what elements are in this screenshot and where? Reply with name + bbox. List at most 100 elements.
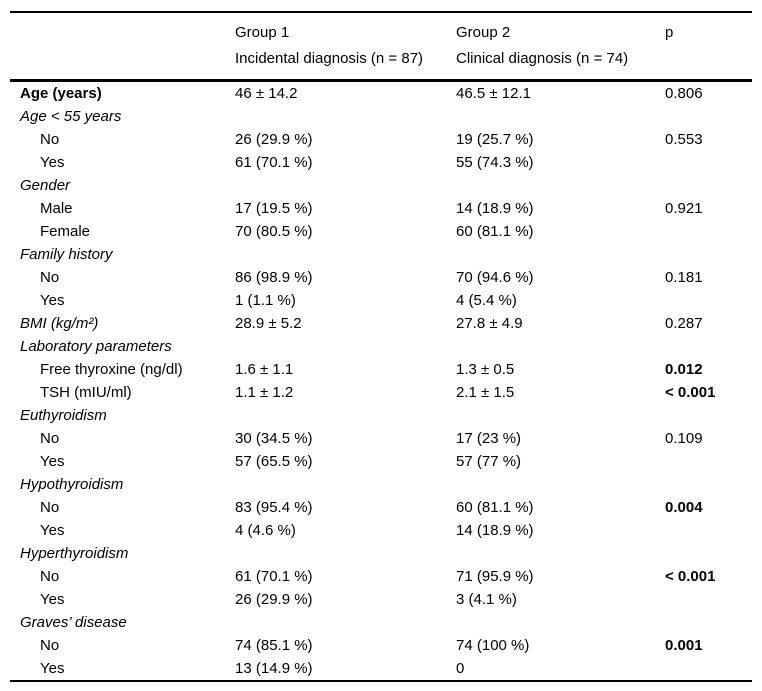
row-label-cell: Age < 55 years — [20, 108, 122, 125]
group1-value-cell: 86 (98.9 %) — [235, 269, 313, 286]
p-value-cell: < 0.001 — [665, 568, 716, 585]
p-value-cell: < 0.001 — [665, 384, 716, 401]
group1-value-cell: 74 (85.1 %) — [235, 637, 313, 654]
p-value-cell — [665, 519, 752, 542]
group1-value-cell: 70 (80.5 %) — [235, 223, 313, 240]
table-row: Hyperthyroidism — [10, 542, 752, 565]
p-value-cell — [665, 588, 752, 611]
p-value-cell — [665, 450, 752, 473]
p-value-cell — [665, 220, 752, 243]
group2-value-cell — [456, 473, 665, 496]
p-value-cell: 0.181 — [665, 269, 703, 286]
group2-value-cell: 70 (94.6 %) — [456, 269, 534, 286]
row-label-cell: Yes — [40, 591, 65, 608]
header-empty-cell — [10, 12, 235, 81]
row-label-cell: No — [40, 568, 60, 585]
group1-value-cell: 1 (1.1 %) — [235, 292, 296, 309]
row-label-cell: Age (years) — [20, 85, 102, 102]
row-label-cell: Free thyroxine (ng/dl) — [40, 361, 183, 378]
table-row: Yes 61 (70.1 %) 55 (74.3 %) — [10, 151, 752, 174]
group2-value-cell: 17 (23 %) — [456, 430, 522, 447]
row-label-cell: Gender — [20, 177, 71, 194]
group-comparison-table: Group 1 Incidental diagnosis (n = 87) Gr… — [10, 11, 752, 682]
table-row: No 83 (95.4 %) 60 (81.1 %) 0.004 — [10, 496, 752, 519]
group2-value-cell — [456, 611, 665, 634]
group2-value-cell — [456, 105, 665, 128]
p-value-cell — [665, 174, 752, 197]
p-value-cell: 0.553 — [665, 131, 703, 148]
row-label-cell: Female — [40, 223, 91, 240]
group1-value-cell: 61 (70.1 %) — [235, 154, 313, 171]
group1-value-cell: 83 (95.4 %) — [235, 499, 313, 516]
group1-value-cell — [235, 243, 456, 266]
group1-value-cell: 13 (14.9 %) — [235, 660, 313, 677]
table-row: Gender — [10, 174, 752, 197]
group2-value-cell: 3 (4.1 %) — [456, 591, 517, 608]
group1-value-cell: 26 (29.9 %) — [235, 591, 313, 608]
group2-value-cell: 0 — [456, 660, 465, 677]
header-group2-cell: Group 2 Clinical diagnosis (n = 74) — [456, 12, 665, 81]
p-value-cell — [665, 542, 752, 565]
group2-value-cell: 27.8 ± 4.9 — [456, 315, 523, 332]
table-row: Male 17 (19.5 %) 14 (18.9 %) 0.921 — [10, 197, 752, 220]
row-label-cell: Graves’ disease — [20, 614, 127, 631]
group1-value-cell: 17 (19.5 %) — [235, 200, 313, 217]
table-header: Group 1 Incidental diagnosis (n = 87) Gr… — [10, 12, 752, 81]
group1-value-cell — [235, 105, 456, 128]
header-group1-cell: Group 1 Incidental diagnosis (n = 87) — [235, 12, 456, 81]
group2-value-cell: 57 (77 %) — [456, 453, 522, 470]
table-row: Hypothyroidism — [10, 473, 752, 496]
p-value-cell: 0.012 — [665, 361, 703, 378]
group2-value-cell: 60 (81.1 %) — [456, 499, 534, 516]
group1-value-cell: 1.1 ± 1.2 — [235, 384, 294, 401]
table-row: Age < 55 years — [10, 105, 752, 128]
row-label-cell: No — [40, 131, 60, 148]
p-value-cell — [665, 404, 752, 427]
row-label-cell: Yes — [40, 660, 65, 677]
group1-subtitle: Incidental diagnosis (n = 87) — [235, 50, 424, 67]
group1-value-cell — [235, 611, 456, 634]
table-row: TSH (mIU/ml) 1.1 ± 1.2 2.1 ± 1.5 < 0.001 — [10, 381, 752, 404]
group2-value-cell — [456, 243, 665, 266]
table-row: Age (years) 46 ± 14.2 46.5 ± 12.1 0.806 — [10, 81, 752, 106]
row-label-cell: Male — [40, 200, 73, 217]
row-label-cell: TSH (mIU/ml) — [40, 384, 132, 401]
p-value-cell — [665, 473, 752, 496]
p-value-cell: 0.806 — [665, 85, 703, 102]
row-label-cell: Family history — [20, 246, 113, 263]
table-row: Family history — [10, 243, 752, 266]
group2-value-cell: 60 (81.1 %) — [456, 223, 534, 240]
row-label-cell: Yes — [40, 453, 65, 470]
group1-value-cell: 4 (4.6 %) — [235, 522, 296, 539]
table-row: Female 70 (80.5 %) 60 (81.1 %) — [10, 220, 752, 243]
group2-value-cell: 46.5 ± 12.1 — [456, 85, 531, 102]
table-row: Euthyroidism — [10, 404, 752, 427]
group2-value-cell — [456, 174, 665, 197]
p-value-cell: 0.004 — [665, 499, 703, 516]
p-column-title: p — [665, 24, 674, 41]
row-label-cell: Hypothyroidism — [20, 476, 124, 493]
p-value-cell — [665, 243, 752, 266]
group2-value-cell — [456, 404, 665, 427]
p-value-cell — [665, 289, 752, 312]
row-label-cell: BMI (kg/m²) — [20, 315, 99, 332]
group1-value-cell: 26 (29.9 %) — [235, 131, 313, 148]
p-value-cell — [665, 105, 752, 128]
group2-value-cell — [456, 335, 665, 358]
group1-title: Group 1 — [235, 24, 290, 41]
group2-value-cell: 2.1 ± 1.5 — [456, 384, 515, 401]
p-value-cell: 0.109 — [665, 430, 703, 447]
table-row: No 30 (34.5 %) 17 (23 %) 0.109 — [10, 427, 752, 450]
group1-value-cell — [235, 542, 456, 565]
table-row: Yes 57 (65.5 %) 57 (77 %) — [10, 450, 752, 473]
p-value-cell — [665, 151, 752, 174]
row-label-cell: Yes — [40, 154, 65, 171]
table-row: Yes 1 (1.1 %) 4 (5.4 %) — [10, 289, 752, 312]
group1-value-cell: 1.6 ± 1.1 — [235, 361, 294, 378]
group1-value-cell: 57 (65.5 %) — [235, 453, 313, 470]
table-row: No 86 (98.9 %) 70 (94.6 %) 0.181 — [10, 266, 752, 289]
group2-value-cell: 1.3 ± 0.5 — [456, 361, 515, 378]
group2-value-cell: 74 (100 %) — [456, 637, 530, 654]
row-label-cell: No — [40, 499, 60, 516]
